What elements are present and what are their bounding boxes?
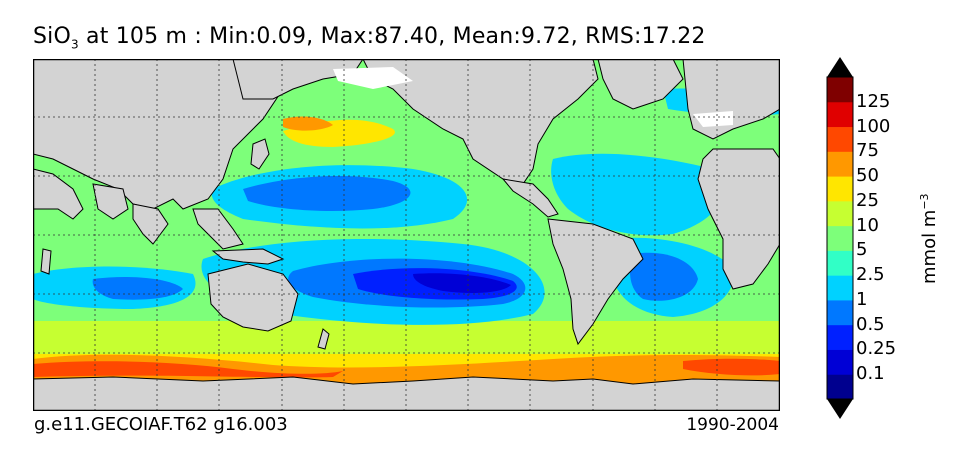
atlantic-blue-south (630, 252, 698, 301)
atlantic-cyan-north (551, 153, 723, 236)
colorbar-swatch (827, 151, 853, 177)
colorbar-tick-label: 125 (856, 90, 891, 112)
colorbar-tick-label: 100 (856, 115, 891, 137)
land-australia (207, 263, 299, 332)
colorbar-tick-label: 50 (856, 165, 879, 187)
colorbar-swatch (827, 349, 853, 375)
colorbar-swatch (827, 324, 853, 350)
pacific-navy-south (413, 273, 511, 293)
colorbar-swatch (827, 275, 853, 301)
land-arabia (92, 183, 129, 220)
sea-ice-white-2 (693, 111, 733, 127)
colorbar-swatch (827, 374, 853, 400)
colorbar-swatch (827, 250, 853, 276)
sea-ice-white (333, 67, 413, 89)
land-indonesia (211, 248, 285, 265)
indian-blue (92, 277, 183, 300)
land-africa-west (33, 168, 84, 220)
colorbar-extend-max (827, 57, 853, 77)
unit-label: mmol m−3 (918, 193, 940, 284)
land-greenland (597, 59, 684, 110)
map-title: SiO3 at 105 m : Min:0.09, Max:87.40, Mea… (33, 24, 706, 52)
colorbar (826, 57, 854, 419)
land-africa (697, 148, 780, 290)
colorbar-swatch (827, 200, 853, 227)
colorbar-swatch (827, 299, 853, 326)
map-panel (33, 59, 780, 411)
land-antarctica (33, 376, 780, 411)
case-name-label: g.e11.GECOIAF.T62 g16.003 (34, 414, 288, 435)
southern-ocean-band-red (33, 361, 343, 378)
map-frame (33, 59, 780, 411)
colorbar-frame (826, 76, 854, 400)
colorbar-swatch (827, 176, 853, 202)
pacific-blue-north (243, 175, 411, 212)
colorbar-extend-min (827, 399, 853, 419)
colorbar-tick-label: 0.25 (856, 338, 897, 360)
colorbar-tick-label: 75 (856, 140, 879, 162)
colorbar-tick-label: 25 (856, 189, 879, 211)
colorbar-tick-label: 2.5 (856, 264, 885, 286)
colorbar-swatch (827, 101, 853, 128)
north-pacific-yellow-2 (283, 116, 333, 131)
southern-ocean-band-red-2 (683, 358, 780, 376)
land-central-america (501, 178, 559, 218)
land-madagascar (40, 248, 52, 275)
colorbar-swatch (827, 225, 853, 251)
colorbar-tick-label: 10 (856, 214, 879, 236)
colorbar-tick-label: 0.1 (856, 363, 885, 385)
land-siberia-east (232, 59, 364, 100)
colorbar-tick-label: 0.5 (856, 313, 885, 335)
colorbar-tick-label: 1 (856, 288, 868, 310)
land-india (132, 203, 169, 245)
land-southeast-asia (192, 208, 244, 250)
colorbar-swatch (827, 77, 853, 103)
land-japan (250, 138, 270, 170)
years-label: 1990-2004 (686, 415, 779, 435)
land-new-zealand (317, 328, 330, 350)
colorbar-swatch (827, 126, 853, 152)
colorbar-tick-label: 5 (856, 239, 868, 261)
